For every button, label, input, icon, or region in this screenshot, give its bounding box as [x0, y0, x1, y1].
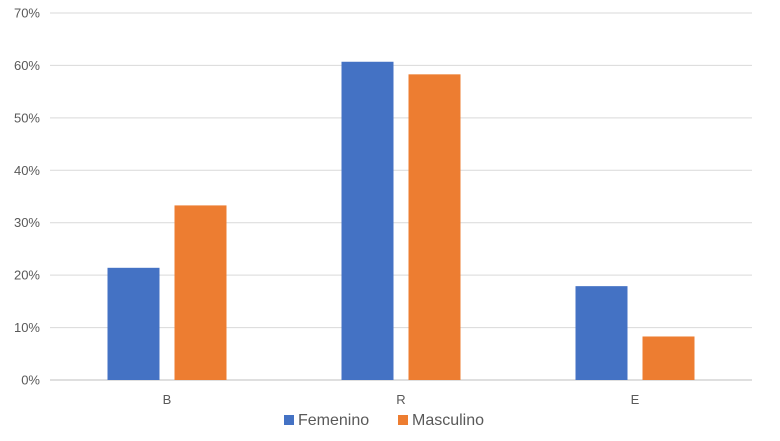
bar-femenino-b [107, 267, 160, 380]
y-tick-label: 0% [21, 373, 40, 388]
y-tick-label: 40% [14, 163, 40, 178]
x-tick-label: R [396, 392, 405, 407]
y-tick-label: 20% [14, 268, 40, 283]
legend: Femenino Masculino [284, 412, 484, 429]
y-tick-label: 70% [14, 6, 40, 21]
y-tick-label: 50% [14, 110, 40, 125]
bar-masculino-e [642, 336, 695, 380]
bar-femenino-e [575, 286, 628, 380]
bar-masculino-b [174, 205, 227, 380]
gridlines [50, 12, 752, 381]
y-tick-label: 10% [14, 320, 40, 335]
legend-item-femenino: Femenino [284, 412, 369, 429]
bars [107, 61, 695, 380]
bar-masculino-r [408, 74, 461, 380]
y-tick-label: 30% [14, 215, 40, 230]
legend-swatch [284, 415, 294, 425]
legend-label: Masculino [412, 412, 484, 429]
legend-label: Femenino [298, 412, 369, 429]
bar-femenino-r [341, 61, 394, 380]
y-tick-label: 60% [14, 58, 40, 73]
x-tick-label: E [631, 392, 640, 407]
y-axis-ticks: 0% 10% 20% 30% 40% 50% 60% 70% [14, 6, 40, 388]
x-tick-label: B [163, 392, 172, 407]
legend-item-masculino: Masculino [398, 412, 484, 429]
legend-swatch [398, 415, 408, 425]
